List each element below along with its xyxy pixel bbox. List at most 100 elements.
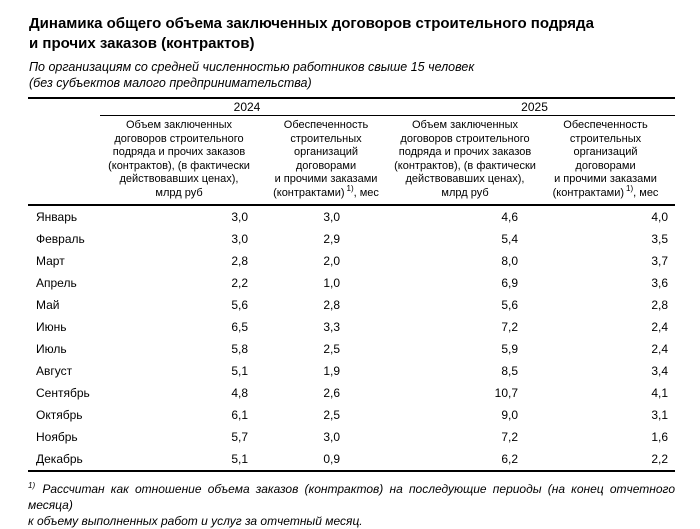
month-cell: Август	[36, 364, 73, 378]
value-cell: 3,6	[651, 276, 669, 290]
year-2025-header: 2025	[394, 98, 676, 116]
table-row: Январь 3,0 3,0 4,6 4,0	[28, 205, 675, 228]
value-cell: 7,2	[501, 320, 519, 334]
month-cell: Февраль	[36, 232, 85, 246]
value-cell: 2,8	[651, 298, 669, 312]
value-cell: 2,4	[651, 342, 669, 356]
value-cell: 2,9	[323, 232, 341, 246]
month-cell: Март	[36, 254, 65, 268]
table-row: Май 5,6 2,8 5,6 2,8	[28, 294, 675, 316]
value-cell: 4,6	[501, 210, 519, 224]
value-cell: 5,1	[100, 448, 258, 472]
header-volume-2024: Объем заключенных договоров строительног…	[100, 115, 258, 206]
page-subtitle-line2: (без субъектов малого предпринимательств…	[29, 76, 312, 90]
header-line: Обеспеченность	[283, 119, 369, 131]
value-cell: 2,5	[323, 408, 341, 422]
value-cell: 6,9	[501, 276, 519, 290]
header-line: Объем заключенных	[412, 119, 519, 131]
header-text: , мес	[353, 186, 379, 199]
value-cell: 0,9	[258, 448, 395, 472]
footnote-marker: 1)	[28, 481, 36, 490]
table-row: Сентябрь 4,8 2,6 10,7 4,1	[28, 382, 675, 404]
contracts-table: 2024 2025 Объем заключенных договоров ст…	[28, 97, 676, 472]
month-cell: Апрель	[36, 276, 77, 290]
header-text: (контрактами)	[273, 186, 345, 199]
header-line: (контрактами) 1), мес	[536, 183, 675, 201]
header-line: и прочими заказами	[274, 173, 378, 185]
header-line: строительных	[569, 132, 642, 145]
value-cell: 6,5	[231, 320, 248, 334]
header-line: договоров строительного	[400, 132, 530, 145]
value-cell: 10,7	[494, 386, 519, 400]
footnote-text1: Рассчитан как отношение объема заказов (…	[28, 482, 675, 512]
page-subtitle: По организациям со средней численностью …	[29, 59, 675, 91]
month-cell: Октябрь	[36, 408, 83, 422]
month-cell: Июнь	[36, 320, 67, 334]
header-line: Объем заключенных	[125, 119, 233, 131]
value-cell: 3,4	[651, 364, 669, 378]
month-cell: Январь	[36, 210, 78, 224]
header-line: действовавших ценах),	[405, 173, 525, 185]
header-line: подряда и прочих заказов	[398, 146, 532, 158]
footnote: 1) Рассчитан как отношение объема заказо…	[28, 481, 675, 529]
header-line: (контрактов), (в фактически	[108, 159, 250, 172]
table-row: Декабрь 5,1 0,9 6,2 2,2	[28, 448, 676, 472]
value-cell: 4,0	[651, 210, 669, 224]
value-cell: 2,2	[231, 276, 248, 290]
header-line: (контрактами) 1), мес	[258, 184, 394, 201]
value-cell: 5,1	[231, 364, 248, 378]
table-row: Октябрь 6,1 2,5 9,0 3,1	[28, 404, 675, 426]
month-cell: Май	[36, 298, 60, 312]
table-row: Ноябрь 5,7 3,0 7,2 1,6	[28, 426, 675, 448]
year-2024-header: 2024	[100, 98, 395, 116]
value-cell: 2,6	[323, 386, 341, 400]
page-subtitle-line1: По организациям со средней численностью …	[29, 60, 475, 74]
table-row: Апрель 2,2 1,0 6,9 3,6	[28, 272, 675, 294]
value-cell: 3,1	[651, 408, 669, 422]
value-cell: 9,0	[501, 408, 519, 422]
value-cell: 2,4	[651, 320, 669, 334]
header-line: договоров строительного	[114, 132, 244, 145]
value-cell: 2,8	[231, 254, 248, 268]
footnote-line2: к объему выполненных работ и услуг за от…	[28, 514, 363, 528]
corner-cell	[28, 98, 100, 116]
header-line: действовавших ценах),	[119, 173, 239, 185]
value-cell: 5,7	[231, 430, 248, 444]
value-cell: 2,0	[323, 254, 341, 268]
header-line: подряда и прочих заказов	[112, 146, 246, 158]
table-row: Февраль 3,0 2,9 5,4 3,5	[28, 228, 675, 250]
value-cell: 1,0	[323, 276, 341, 290]
value-cell: 3,0	[231, 210, 248, 224]
value-cell: 3,0	[323, 210, 341, 224]
table-row: Июнь 6,5 3,3 7,2 2,4	[28, 316, 675, 338]
header-line: млрд руб	[441, 186, 489, 199]
value-cell: 6,1	[231, 408, 248, 422]
value-cell: 3,5	[651, 232, 669, 246]
header-volume-2025: Объем заключенных договоров строительног…	[394, 115, 537, 206]
header-line: строительных	[290, 132, 362, 145]
value-cell: 4,8	[231, 386, 248, 400]
month-cell: Ноябрь	[36, 430, 78, 444]
header-line: (контрактов), (в фактически	[394, 159, 536, 172]
value-cell: 6,2	[394, 448, 537, 472]
footnote-ref-icon: 1)	[626, 183, 634, 193]
value-cell: 3,0	[323, 430, 341, 444]
page-title-line2: и прочих заказов (контрактов)	[29, 35, 255, 52]
header-text: (контрактами)	[552, 186, 625, 199]
page-title-line1: Динамика общего объема заключенных догов…	[29, 15, 594, 32]
table-row: Август 5,1 1,9 8,5 3,4	[28, 360, 675, 382]
header-security-2025: Обеспеченность строительных организаций …	[536, 115, 676, 206]
table-row: Март 2,8 2,0 8,0 3,7	[28, 250, 675, 272]
header-line: договорами	[575, 159, 636, 172]
month-cell: Июль	[36, 342, 67, 356]
month-column-header	[28, 115, 100, 206]
header-line: млрд руб	[155, 186, 203, 199]
value-cell: 2,2	[536, 448, 676, 472]
value-cell: 1,9	[323, 364, 341, 378]
value-cell: 3,3	[323, 320, 341, 334]
value-cell: 5,8	[231, 342, 248, 356]
header-line: договорами	[295, 159, 357, 172]
header-line: Обеспеченность	[563, 119, 648, 131]
value-cell: 5,4	[501, 232, 519, 246]
